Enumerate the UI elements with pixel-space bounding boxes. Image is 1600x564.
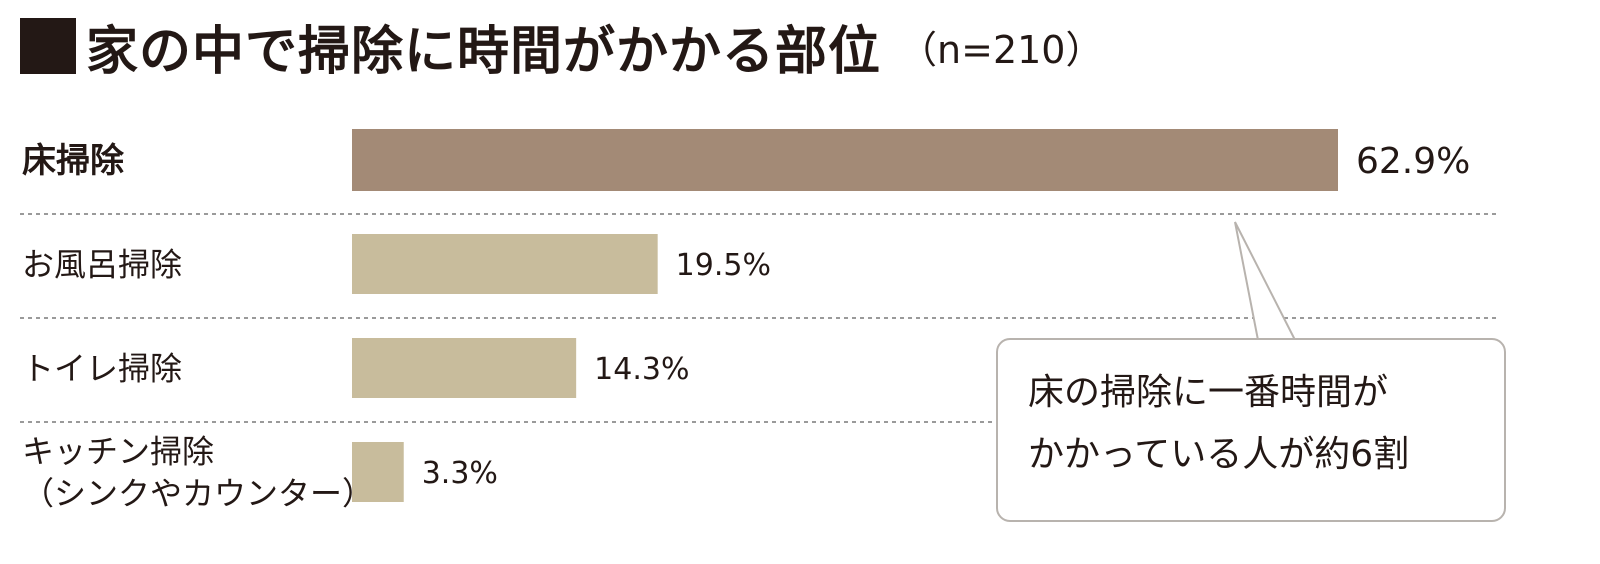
callout-box: 床の掃除に一番時間が かかっている人が約6割 (996, 338, 1506, 522)
bar-1 (352, 234, 658, 294)
chart-title: 家の中で掃除に時間がかかる部位 （n=210） (20, 6, 1103, 86)
category-label-3-0: キッチン掃除 (22, 433, 214, 471)
category-label-3-1: （シンクやカウンター） (22, 475, 374, 513)
bar-2 (352, 338, 577, 398)
bar-3 (352, 442, 404, 502)
value-label-2: 14.3% (594, 352, 689, 387)
value-label-0: 62.9% (1356, 141, 1470, 182)
value-label-1: 19.5% (676, 248, 771, 283)
title-square-icon (20, 18, 76, 74)
callout-line-2: かかっている人が約6割 (1028, 434, 1410, 475)
category-label-0: 床掃除 (22, 141, 125, 181)
category-label-1: お風呂掃除 (22, 246, 182, 284)
title-text: 家の中で掃除に時間がかかる部位 (86, 21, 882, 82)
category-label-2: トイレ掃除 (22, 350, 182, 388)
sample-size: （n=210） (899, 27, 1104, 72)
bar-0 (352, 129, 1338, 191)
callout-line-1: 床の掃除に一番時間が (1028, 372, 1389, 413)
value-label-3: 3.3% (422, 456, 498, 491)
